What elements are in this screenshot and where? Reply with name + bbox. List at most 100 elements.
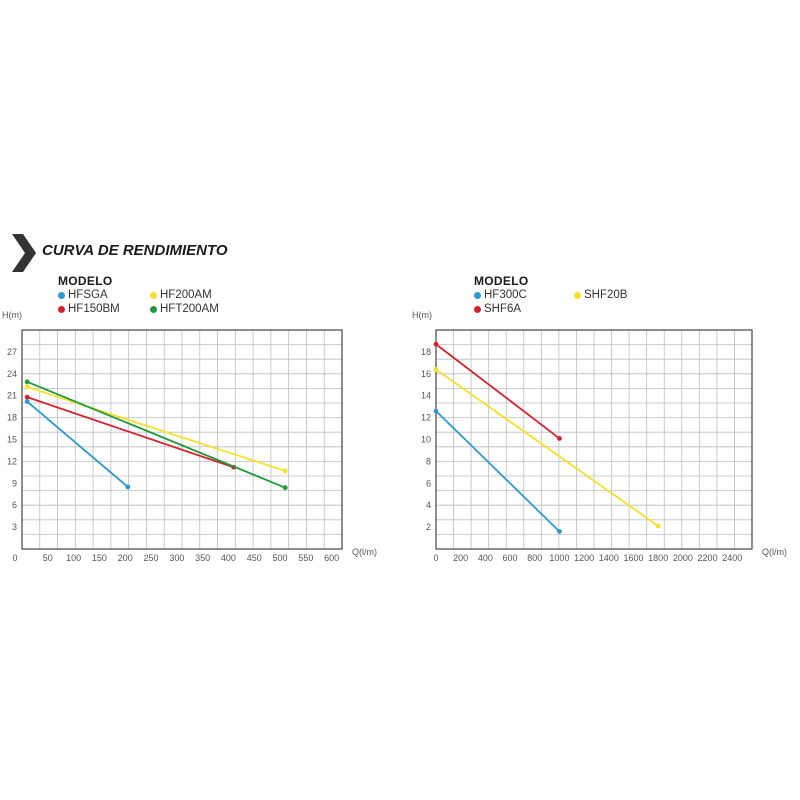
x-tick-label: 1200 bbox=[574, 553, 594, 563]
plot-grid bbox=[22, 330, 342, 549]
legend-item: HF300C bbox=[474, 288, 560, 302]
y-axis-label: H(m) bbox=[412, 310, 432, 320]
y-tick-label: 27 bbox=[7, 347, 17, 357]
x-tick-label: 2000 bbox=[673, 553, 693, 563]
y-tick-label: 10 bbox=[421, 435, 431, 445]
y-tick-label: 16 bbox=[421, 369, 431, 379]
series-line-shf20b bbox=[435, 368, 659, 527]
chart-left: 3 6 9 12 15 18 21 24 27 0 50 100 150 200 250 300 350 400 4… bbox=[2, 310, 377, 563]
x-tick-label: 1800 bbox=[648, 553, 668, 563]
legend-dot-shf6a bbox=[474, 305, 481, 313]
legend-item: HFSGA bbox=[58, 288, 136, 302]
data-point-hfsga bbox=[24, 399, 30, 404]
legend-title: MODELO bbox=[474, 274, 529, 288]
x-tick-label: 150 bbox=[92, 553, 107, 563]
x-tick-label: 1000 bbox=[549, 553, 569, 563]
legend-dot-shf20b bbox=[574, 291, 581, 299]
x-tick-label: 2400 bbox=[722, 553, 742, 563]
x-tick-label: 600 bbox=[324, 553, 339, 563]
data-point-hf150bm bbox=[24, 394, 30, 400]
legend-row: SHF6A bbox=[474, 302, 627, 316]
x-tick-label: 600 bbox=[503, 553, 518, 563]
y-tick-label: 14 bbox=[421, 391, 431, 401]
data-point-hf300c bbox=[557, 529, 562, 534]
x-tick-label: 350 bbox=[195, 553, 210, 563]
series-line-hfsga bbox=[26, 400, 129, 488]
legend-dot-hfsga bbox=[58, 291, 65, 299]
plot-frame bbox=[435, 329, 753, 550]
legend-dot-hf150bm bbox=[58, 305, 65, 313]
plot-grid bbox=[436, 330, 752, 549]
x-tick-label: 550 bbox=[298, 553, 313, 563]
x-tick-label: 400 bbox=[221, 553, 236, 563]
data-point-hf200am bbox=[282, 468, 288, 474]
x-axis-label: Q(l/m) bbox=[762, 547, 787, 557]
y-tick-label: 12 bbox=[421, 413, 431, 423]
legend-label: HFT200AM bbox=[160, 303, 219, 315]
x-tick-label: 0 bbox=[12, 553, 17, 563]
series-line-hf300c bbox=[435, 410, 561, 533]
chart-right: 2 4 6 8 10 12 14 16 18 0 200 400 600 800 1000 1200 1400 1… bbox=[412, 310, 787, 563]
legend-item: HFT200AM bbox=[150, 302, 219, 316]
legend-title: MODELO bbox=[58, 274, 113, 288]
x-axis-label: Q(l/m) bbox=[352, 547, 377, 557]
x-tick-label: 300 bbox=[169, 553, 184, 563]
y-tick-label: 8 bbox=[426, 456, 431, 466]
y-tick-label: 24 bbox=[7, 369, 17, 379]
legend-label: SHF6A bbox=[484, 303, 522, 315]
y-axis-label: H(m) bbox=[2, 310, 22, 320]
data-point-hf300c bbox=[433, 408, 439, 414]
x-tick-label: 1400 bbox=[599, 553, 619, 563]
section-title: CURVA DE RENDIMIENTO bbox=[42, 242, 228, 259]
y-tick-label: 18 bbox=[421, 347, 431, 357]
legend-row: HF150BM HFT200AM bbox=[58, 302, 219, 316]
legend-left: MODELO HFSGA HF200AM HF150BM HFT200AM bbox=[58, 274, 219, 316]
y-tick-label: 2 bbox=[426, 522, 431, 532]
x-tick-label: 400 bbox=[478, 553, 493, 563]
legend-label: HF200AM bbox=[160, 289, 212, 301]
x-tick-label: 500 bbox=[273, 553, 288, 563]
y-tick-label: 15 bbox=[7, 435, 17, 445]
plot-frame bbox=[21, 329, 343, 550]
series-line-hf150bm bbox=[26, 396, 234, 469]
data-point-shf6a bbox=[433, 341, 439, 347]
x-tick-label: 200 bbox=[118, 553, 133, 563]
x-tick-label: 50 bbox=[43, 553, 53, 563]
legend-dot-hf300c bbox=[474, 291, 481, 299]
legend-label: HF300C bbox=[484, 289, 527, 301]
data-point-hft200am bbox=[24, 379, 30, 385]
legend-label: HFSGA bbox=[68, 289, 108, 301]
x-tick-label: 450 bbox=[247, 553, 262, 563]
x-tick-label: 100 bbox=[66, 553, 81, 563]
x-tick-label: 2200 bbox=[698, 553, 718, 563]
data-point-shf6a bbox=[557, 436, 562, 441]
data-point-hfsga bbox=[125, 484, 131, 490]
y-tick-label: 3 bbox=[12, 522, 17, 532]
data-point-shf20b bbox=[655, 523, 661, 529]
x-tick-label: 250 bbox=[144, 553, 159, 563]
y-tick-label: 6 bbox=[426, 478, 431, 488]
data-point-shf20b bbox=[433, 367, 439, 372]
y-tick-label: 21 bbox=[7, 391, 17, 401]
x-tick-label: 0 bbox=[433, 553, 438, 563]
series-line-hf200am bbox=[26, 386, 286, 472]
x-tick-label: 200 bbox=[453, 553, 468, 563]
legend-row: HF300C SHF20B bbox=[474, 288, 627, 302]
legend-item: HF150BM bbox=[58, 302, 136, 316]
y-tick-label: 12 bbox=[7, 456, 17, 466]
legend-item: SHF6A bbox=[474, 302, 521, 316]
y-tick-label: 4 bbox=[426, 500, 431, 510]
legend-dot-hf200am bbox=[150, 291, 157, 299]
chevron-right-icon bbox=[12, 234, 36, 272]
series-line-hft200am bbox=[26, 380, 286, 489]
legend-item: SHF20B bbox=[574, 288, 627, 302]
y-tick-label: 9 bbox=[12, 478, 17, 488]
legend-label: HF150BM bbox=[68, 303, 120, 315]
legend-right: MODELO HF300C SHF20B SHF6A bbox=[474, 274, 627, 316]
data-point-hft200am bbox=[282, 485, 288, 491]
y-tick-label: 18 bbox=[7, 413, 17, 423]
data-point-hf200am bbox=[24, 384, 30, 390]
legend-item: HF200AM bbox=[150, 288, 212, 302]
y-tick-label: 6 bbox=[12, 500, 17, 510]
series-line-shf6a bbox=[435, 343, 560, 440]
